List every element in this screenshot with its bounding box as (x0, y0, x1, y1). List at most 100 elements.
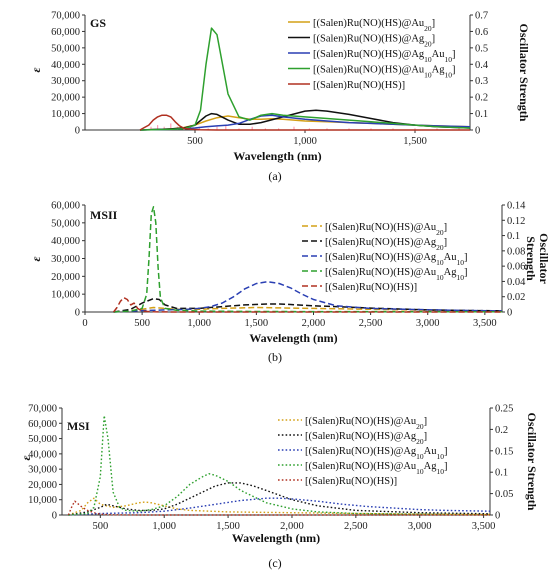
y2-axis-title: Oscillator Strength (525, 413, 539, 511)
panel-caption: (a) (268, 169, 281, 183)
chart-panel-gs: 0 10,000 20,000 30,000 40,000 50,000 60,000 70,… (29, 11, 531, 184)
legend-entry: [(Salen)Ru(NO)(HS)] (313, 80, 405, 91)
legend-entry: [(Salen)Ru(NO)(HS)@Au10Ag10] (325, 267, 468, 282)
y-tick-label: 0 (75, 126, 80, 137)
y2-axis-title: Oscillator Strength (517, 24, 531, 122)
x-tick-label: 2,500 (344, 521, 368, 532)
y2-tick-label: 0.15 (495, 446, 513, 457)
x-tick-label: 3,500 (472, 521, 496, 532)
y2-tick-label: 0.06 (507, 262, 525, 273)
y-tick-label: 10,000 (51, 290, 80, 301)
y-tick-label: 10,000 (51, 109, 80, 120)
series-line-3 (68, 414, 491, 516)
series-line-0 (113, 306, 503, 313)
y2-tick-label: 0.05 (495, 489, 513, 500)
series-line-0 (68, 497, 491, 516)
y2-tick-label: 0.2 (495, 425, 508, 436)
x-tick-label: 500 (187, 136, 203, 147)
y-tick-label: 70,000 (28, 404, 57, 415)
panel-label: GS (90, 16, 106, 30)
y2-tick-label: 0.1 (507, 231, 520, 242)
y-axis-title: ε (29, 256, 43, 261)
y2-tick-label: 0.08 (507, 246, 525, 257)
panel-label: MSII (90, 208, 118, 222)
y2-tick-label: 0.12 (507, 216, 525, 227)
legend-entry: [(Salen)Ru(NO)(HS)@Ag10Au10] (305, 446, 448, 461)
y-tick-label: 50,000 (51, 218, 80, 229)
series-line-4 (139, 114, 470, 131)
x-tick-label: 1,000 (187, 318, 211, 329)
panel-caption: (c) (268, 556, 281, 570)
y2-tick-label: 0.5 (475, 43, 488, 54)
x-tick-label: 2,000 (280, 521, 304, 532)
y2-axis-title: OscillatorStrength (524, 233, 550, 284)
series-line-4 (67, 500, 490, 516)
y-axis-title: ε (29, 67, 43, 72)
x-axis-title: Wavelength (nm) (233, 149, 321, 163)
x-axis-title: Wavelength (nm) (232, 531, 320, 545)
x-tick-label: 500 (92, 521, 108, 532)
x-tick-label: 1,000 (152, 521, 176, 532)
y-tick-label: 30,000 (51, 76, 80, 87)
series-line-2 (68, 497, 491, 516)
x-tick-label: 2,500 (359, 318, 383, 329)
chart-panel-msi: 0 10,000 20,000 30,000 40,000 50,000 60,000 70,… (19, 404, 539, 571)
y2-tick-label: 0 (507, 308, 512, 319)
chart-panel-msii: 0 10,000 20,000 30,000 40,000 50,000 60,000 0 0.… (29, 201, 550, 365)
series-line-4 (113, 296, 502, 313)
x-tick-label: 3,000 (408, 521, 432, 532)
series-line-1 (68, 482, 491, 516)
y2-tick-label: 0.1 (475, 109, 488, 120)
y2-tick-label: 0.3 (475, 76, 488, 87)
y-tick-label: 50,000 (51, 43, 80, 54)
y2-tick-label: 0.04 (507, 277, 526, 288)
x-tick-label: 500 (134, 318, 150, 329)
y-tick-label: 0 (75, 308, 80, 319)
legend-entry: [(Salen)Ru(NO)(HS)@Au10Ag10] (305, 461, 448, 476)
legend-entry: [(Salen)Ru(NO)(HS)@Au20] (325, 222, 447, 237)
y-tick-label: 20,000 (28, 480, 57, 491)
y2-tick-label: 0.1 (495, 468, 508, 479)
y2-tick-label: 0 (475, 126, 480, 137)
legend-entry: [(Salen)Ru(NO)(HS)@Ag20] (305, 431, 427, 446)
legend-entry: [(Salen)Ru(NO)(HS)@Au10Ag10] (313, 65, 456, 80)
y-tick-label: 40,000 (51, 236, 80, 247)
legend-entry: [(Salen)Ru(NO)(HS)@Ag20] (325, 237, 447, 252)
y-tick-label: 70,000 (51, 11, 80, 22)
x-axis-title: Wavelength (nm) (249, 331, 337, 345)
y2-tick-label: 0 (495, 511, 500, 522)
series-line-3 (139, 27, 471, 131)
x-tick-label: 3,500 (473, 318, 497, 329)
y-tick-label: 40,000 (28, 449, 57, 460)
legend-entry: [(Salen)Ru(NO)(HS)] (305, 476, 397, 487)
legend-entry: [(Salen)Ru(NO)(HS)] (325, 282, 417, 293)
x-tick-label: 3,000 (416, 318, 440, 329)
y2-tick-label: 0.6 (475, 27, 488, 38)
x-tick-label: 1,500 (216, 521, 240, 532)
x-tick-label: 1,500 (403, 136, 427, 147)
y2-tick-label: 0.2 (475, 93, 488, 104)
legend-entry: [(Salen)Ru(NO)(HS)@Au20] (313, 18, 435, 33)
y-tick-label: 50,000 (28, 434, 57, 445)
y-tick-label: 40,000 (51, 60, 80, 71)
legend-entry: [(Salen)Ru(NO)(HS)@Ag10Au10] (325, 252, 468, 267)
y-axis-title: ε (19, 455, 33, 460)
x-tick-label: 2,000 (302, 318, 326, 329)
y-tick-label: 0 (52, 511, 57, 522)
legend-entry: [(Salen)Ru(NO)(HS)@Ag10Au10] (313, 49, 456, 64)
y-tick-label: 10,000 (28, 495, 57, 506)
y-tick-label: 20,000 (51, 93, 80, 104)
x-tick-label: 1,000 (293, 136, 317, 147)
y2-tick-label: 0.7 (475, 11, 488, 22)
x-tick-label: 1,500 (245, 318, 269, 329)
y2-tick-label: 0.4 (475, 60, 489, 71)
x-tick-label: 0 (82, 318, 87, 329)
y2-tick-label: 0.02 (507, 292, 525, 303)
y-tick-label: 20,000 (51, 272, 80, 283)
panel-caption: (b) (268, 350, 282, 364)
series-line-2 (113, 280, 503, 313)
y-tick-label: 30,000 (28, 465, 57, 476)
legend-entry: [(Salen)Ru(NO)(HS)@Ag20] (313, 34, 435, 49)
legend-entry: [(Salen)Ru(NO)(HS)@Au20] (305, 416, 427, 431)
